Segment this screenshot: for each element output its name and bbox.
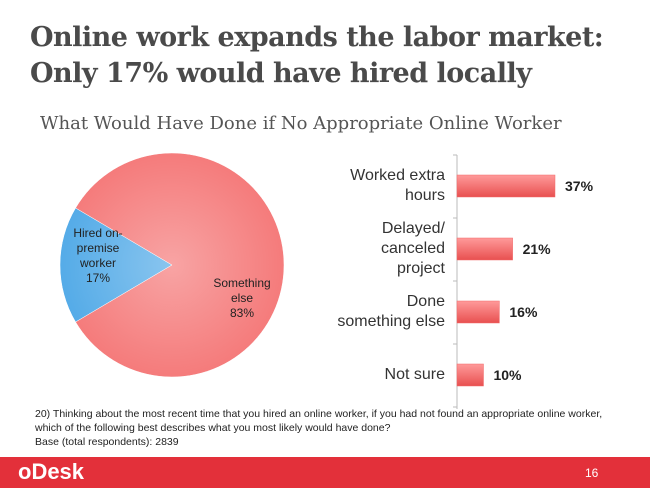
bar (456, 237, 513, 261)
slice-value-label: 83% (229, 306, 255, 320)
bar (456, 363, 484, 387)
subtitle: What Would Have Done if No Appropriate O… (40, 113, 562, 134)
value-label: 21% (522, 241, 551, 257)
value-label: 16% (509, 304, 538, 320)
value-label: 37% (565, 178, 594, 194)
footnote: 20) Thinking about the most recent time … (35, 408, 603, 420)
footnote: which of the following best describes wh… (35, 422, 391, 434)
title-line: Online work expands the labor market: (30, 22, 604, 53)
slice-value-label: 17% (85, 271, 111, 285)
footnote: Base (total respondents): 2839 (35, 436, 179, 448)
title-line: Only 17% would have hired locally (30, 58, 532, 89)
category-label: Not sure (384, 366, 445, 383)
bar (456, 300, 500, 324)
pie-shine (60, 153, 284, 377)
bar (456, 174, 556, 198)
category-label: Done something else (337, 293, 445, 330)
slice-label: Hired on- premise worker (73, 226, 123, 270)
page-number: 16 (585, 466, 599, 480)
category-label: Worked extra hours (350, 167, 445, 204)
category-label: Delayed/ canceled project (380, 220, 445, 277)
slice-label: Something else (213, 276, 271, 305)
value-label: 10% (493, 367, 522, 383)
footer-band (0, 457, 650, 488)
logo: oDesk (18, 459, 85, 484)
